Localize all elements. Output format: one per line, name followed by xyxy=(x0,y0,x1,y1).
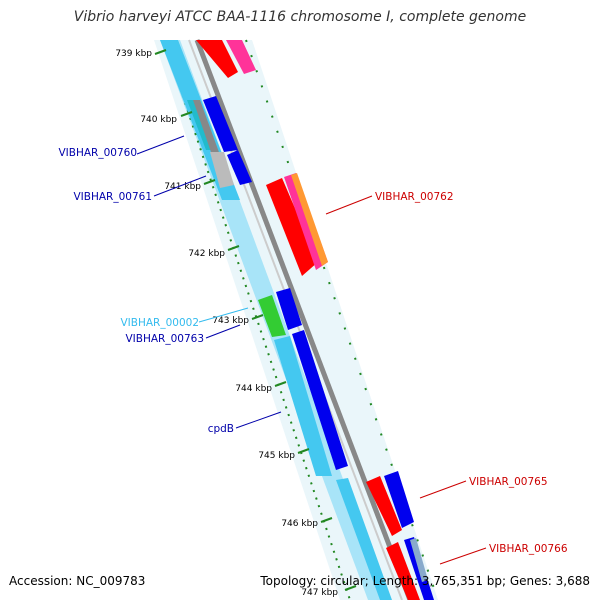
feature-vibhar-00761 xyxy=(210,152,234,188)
gene-label-vibhar-00763: VIBHAR_00763 xyxy=(125,333,204,345)
tick-mark-747 xyxy=(344,585,357,591)
feature-blue-cds-2 xyxy=(227,150,252,185)
leader-vibhar-00765 xyxy=(419,480,467,499)
tick-mark-746 xyxy=(320,517,333,523)
feature-red-cds-top xyxy=(196,40,238,78)
leader-vibhar-00762 xyxy=(325,195,373,215)
tick-mark-743 xyxy=(251,314,264,320)
leader-vibhar-00002 xyxy=(198,307,249,323)
orf-feature-bottom xyxy=(336,478,392,600)
gene-label-vibhar-00002: VIBHAR_00002 xyxy=(120,317,199,329)
tick-label-741: 741 kbp xyxy=(164,182,201,192)
tick-mark-740 xyxy=(180,111,193,117)
inner-dotted-track xyxy=(164,41,351,600)
tick-mark-745 xyxy=(297,448,310,454)
tick-group xyxy=(154,49,357,591)
accession-text: Accession: NC_009783 xyxy=(9,574,146,588)
feature-pink-cds-top xyxy=(226,40,256,74)
feature-blue-cds-3 xyxy=(384,471,414,528)
leader-vibhar-00760 xyxy=(136,135,185,155)
gene-label-cpdb: cpdB xyxy=(208,423,234,435)
tick-label-743: 743 kbp xyxy=(212,316,249,326)
tick-mark-741 xyxy=(203,179,216,185)
leader-vibhar-00761 xyxy=(153,175,207,197)
tick-label-745: 745 kbp xyxy=(258,451,295,461)
gene-label-vibhar-00761: VIBHAR_00761 xyxy=(73,191,152,203)
feature-cpdb xyxy=(292,330,348,470)
tick-label-739: 739 kbp xyxy=(115,49,152,59)
feature-vibhar-00765 xyxy=(366,476,402,536)
feature-vibhar-00760 xyxy=(193,100,220,155)
feature-vibhar-00763 xyxy=(276,288,302,330)
feature-vibhar-00002 xyxy=(258,295,286,337)
tick-mark-742 xyxy=(227,245,240,251)
feature-vibhar-00762 xyxy=(266,178,318,276)
tick-label-744: 744 kbp xyxy=(235,384,272,394)
feature-vibhar-00766 xyxy=(386,542,420,600)
gene-label-vibhar-00766: VIBHAR_00766 xyxy=(489,543,568,555)
tick-label-740: 740 kbp xyxy=(140,115,177,125)
gene-label-vibhar-00760: VIBHAR_00760 xyxy=(58,147,137,159)
gene-label-vibhar-00765: VIBHAR_00765 xyxy=(469,476,548,488)
tick-label-746: 746 kbp xyxy=(281,519,318,529)
map-title: Vibrio harveyi ATCC BAA-1116 chromosome … xyxy=(73,9,527,25)
tick-label-742: 742 kbp xyxy=(188,249,225,259)
leader-vibhar-00766 xyxy=(439,547,487,565)
backbone-line xyxy=(194,39,413,600)
gene-label-vibhar-00762: VIBHAR_00762 xyxy=(375,191,454,203)
feature-blue-cds-1 xyxy=(203,96,238,152)
feature-vibhar-00762-overlay xyxy=(291,173,328,266)
feature-grey-cds xyxy=(410,538,428,582)
leader-vibhar-00763 xyxy=(205,324,241,339)
tick-mark-739 xyxy=(154,49,167,55)
tick-mark-744 xyxy=(274,381,287,387)
leader-cpdb xyxy=(235,411,282,429)
tick-label-747: 747 kbp xyxy=(301,588,338,598)
topology-text: Topology: circular; Length: 3,765,351 bp… xyxy=(260,574,590,588)
feature-orf-cpdb xyxy=(274,336,332,476)
